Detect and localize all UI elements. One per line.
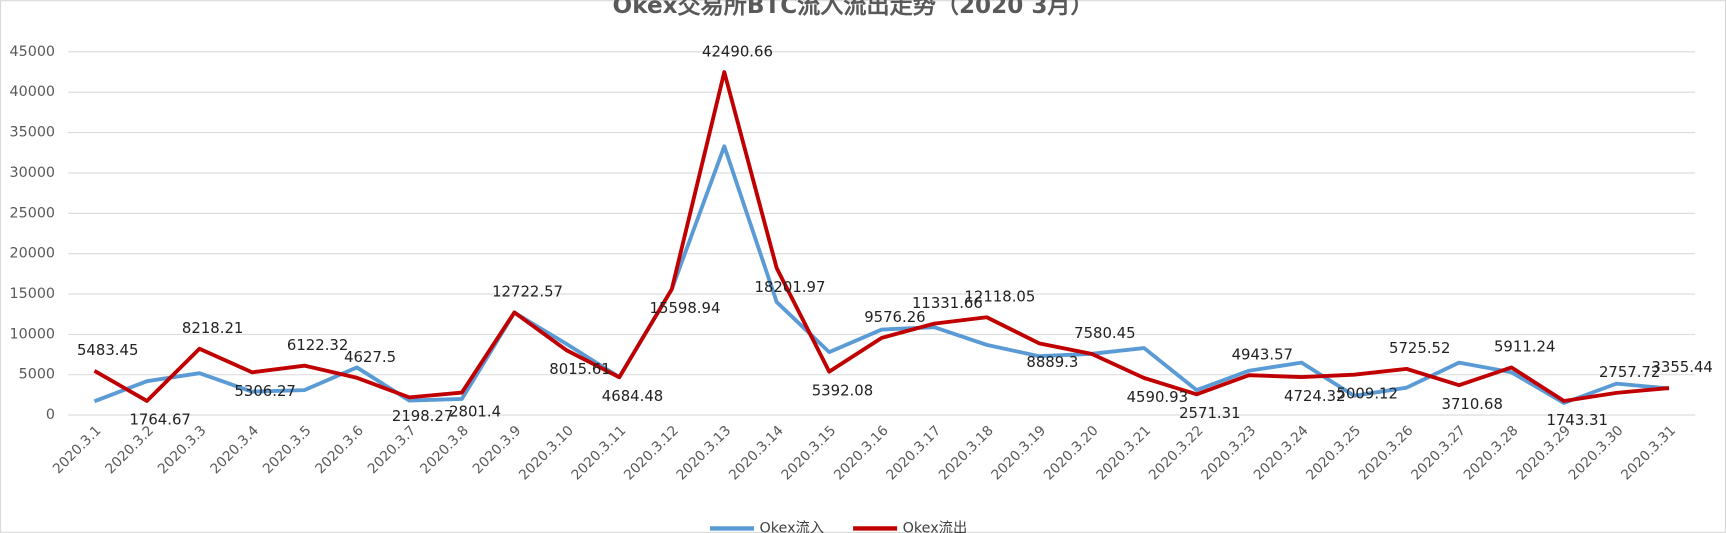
y-tick-label: 45000: [10, 44, 55, 60]
data-label: 42490.66: [702, 42, 773, 60]
data-label: 9576.26: [864, 308, 925, 326]
chart-title: Okex交易所BTC流入流出走势（2020 3月）: [613, 0, 1094, 19]
data-label: 1764.67: [129, 411, 190, 429]
data-label: 12118.05: [964, 287, 1035, 305]
data-label: 7580.45: [1074, 324, 1135, 342]
data-label: 5009.12: [1337, 384, 1398, 402]
data-label: 3355.44: [1651, 358, 1712, 376]
data-label: 12722.57: [492, 283, 563, 301]
data-label: 5725.52: [1389, 339, 1450, 357]
y-tick-label: 0: [46, 407, 55, 423]
data-label: 8015.61: [549, 360, 610, 378]
data-label: 4684.48: [602, 387, 663, 405]
data-label: 4724.32: [1284, 387, 1345, 405]
data-label: 4590.93: [1127, 388, 1188, 406]
data-label: 5911.24: [1494, 338, 1555, 356]
legend-label: Okex流入: [760, 519, 825, 533]
y-tick-label: 5000: [19, 367, 55, 383]
y-tick-label: 30000: [10, 165, 55, 181]
data-label: 8218.21: [182, 319, 243, 337]
data-label: 5392.08: [812, 381, 873, 399]
legend-label: Okex流出: [903, 519, 968, 533]
data-label: 4943.57: [1232, 345, 1293, 363]
data-label: 8889.3: [1026, 353, 1078, 371]
y-tick-label: 40000: [10, 84, 55, 100]
data-label: 2757.72: [1599, 363, 1660, 381]
data-label: 2198.27: [392, 407, 453, 425]
y-tick-label: 10000: [10, 326, 55, 342]
data-label: 2801.4: [449, 402, 501, 420]
y-tick-label: 35000: [10, 125, 55, 141]
series-line: [93, 70, 1670, 403]
data-label: 3710.68: [1441, 395, 1502, 413]
data-label: 18201.97: [755, 278, 826, 296]
data-label: 15598.94: [650, 299, 721, 317]
y-tick-label: 25000: [10, 205, 55, 221]
data-label: 6122.32: [287, 336, 348, 354]
data-label: 5483.45: [77, 341, 138, 359]
y-tick-label: 20000: [10, 246, 55, 262]
data-label: 11331.66: [912, 294, 983, 312]
data-label: 2571.31: [1179, 404, 1240, 422]
data-label: 4627.5: [344, 348, 396, 366]
series-line: [93, 144, 1670, 405]
data-label: 1743.31: [1546, 411, 1607, 429]
data-label: 5306.27: [234, 382, 295, 400]
y-tick-label: 15000: [10, 286, 55, 302]
